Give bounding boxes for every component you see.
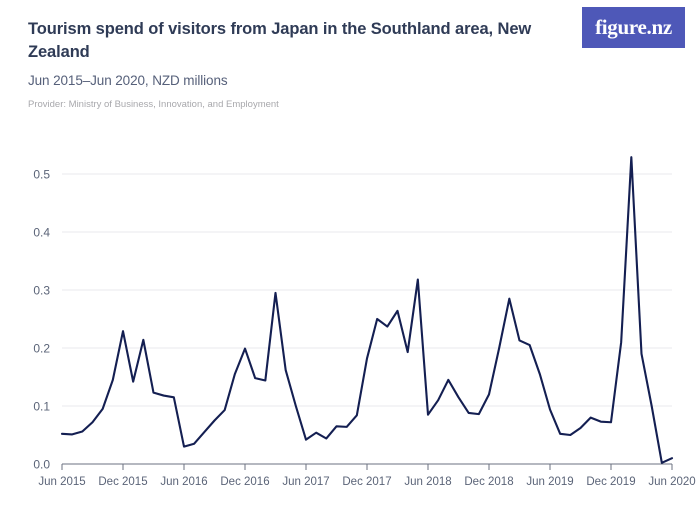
- x-axis-tick-label: Dec 2016: [220, 476, 269, 488]
- page-title: Tourism spend of visitors from Japan in …: [28, 20, 532, 61]
- y-axis-tick-label: 0.0: [33, 458, 50, 472]
- x-axis-labels: Jun 2015 Dec 2015 Jun 2016 Dec 2016 Jun 2017…: [38, 476, 695, 488]
- data-line-tourism-spend: [60, 156, 674, 464]
- x-axis-tick-label: Jun 2018: [404, 476, 451, 488]
- x-axis-tick-label: Dec 2017: [342, 476, 391, 488]
- y-axis-tick-label: 0.3: [33, 284, 50, 298]
- y-axis-tick-label: 0.4: [33, 226, 50, 240]
- y-axis-tick-label: 0.1: [33, 400, 50, 414]
- x-axis-tick-label: Jun 2020: [648, 476, 695, 488]
- gridlines: [62, 173, 672, 407]
- x-axis-tick-label: Jun 2016: [160, 476, 207, 488]
- chart-subtitle: Jun 2015–Jun 2020, NZD millions: [28, 72, 228, 88]
- chart-header: Tourism spend of visitors from Japan in …: [28, 18, 548, 110]
- x-axis-tick-label: Dec 2015: [98, 476, 147, 488]
- y-axis-labels: 0.0 0.1 0.2 0.3 0.4 0.5: [33, 168, 50, 472]
- y-axis-tick-label: 0.5: [33, 168, 50, 182]
- logo-text: figure.nz: [595, 15, 672, 39]
- x-axis-tick-label: Dec 2018: [464, 476, 513, 488]
- y-axis-tick-label: 0.2: [33, 342, 50, 356]
- x-axis-tick-label: Jun 2019: [526, 476, 573, 488]
- x-axis-tick-label: Dec 2019: [586, 476, 635, 488]
- x-axis-tick-label: Jun 2017: [282, 476, 329, 488]
- chart-provider-note: Provider: Ministry of Business, Innovati…: [28, 98, 279, 110]
- figurenz-logo[interactable]: figure.nz: [582, 7, 685, 48]
- x-axis-tick-label: Jun 2015: [38, 476, 85, 488]
- x-axis: [61, 463, 673, 470]
